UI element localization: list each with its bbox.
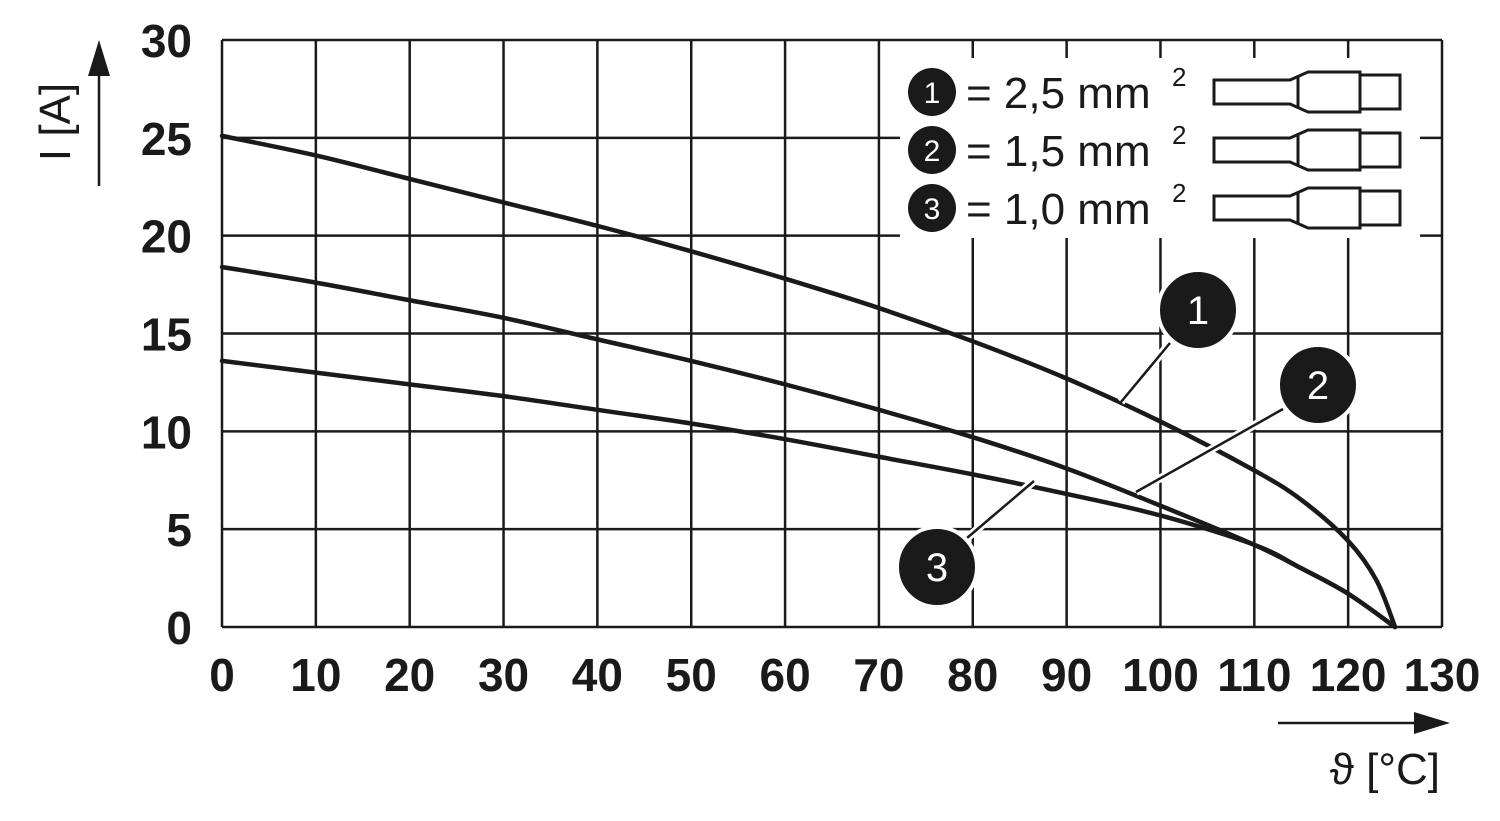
curve-callouts: 1 2 3 <box>895 268 1360 609</box>
callout-leader-line-3 <box>966 480 1035 539</box>
ferrule-icon <box>1212 128 1362 172</box>
x-tick-label: 40 <box>572 649 623 701</box>
legend-marker-1 <box>908 68 956 116</box>
legend-superscript: 2 <box>1172 120 1186 150</box>
curve-series-1 <box>219 133 1398 630</box>
x-tick-labels: 0 10 20 30 40 50 60 70 80 90 100 110 120 130 <box>209 649 1480 701</box>
legend-superscript: 2 <box>1172 178 1186 208</box>
callout-leader-line-1 <box>1120 342 1171 403</box>
legend-label-2: = 1,5 mm <box>966 127 1151 176</box>
x-tick-label: 130 <box>1404 649 1481 701</box>
y-tick-label: 5 <box>166 504 192 556</box>
curves <box>219 133 1398 630</box>
ferrule-icon <box>1212 186 1362 230</box>
y-tick-label: 25 <box>141 113 192 165</box>
callout-marker-label: 3 <box>926 546 948 590</box>
x-tick-label: 10 <box>290 649 341 701</box>
legend-label-1: = 2,5 mm <box>966 69 1151 118</box>
ferrule-tip <box>1358 131 1402 169</box>
ferrule-tip <box>1358 73 1402 111</box>
x-axis-label-group: ϑ [°C] <box>1278 712 1450 794</box>
legend-marker-3 <box>908 184 956 232</box>
legend-marker-label: 2 <box>924 135 941 168</box>
legend-marker-2 <box>908 126 956 174</box>
y-tick-label: 20 <box>141 211 192 263</box>
curve-series-3 <box>219 358 1398 630</box>
x-tick-label: 30 <box>478 649 529 701</box>
ferrule-icon <box>1212 70 1362 114</box>
x-tick-label: 20 <box>384 649 435 701</box>
callout-leader-line-2 <box>1135 407 1284 494</box>
y-tick-labels: 0 5 10 15 20 25 30 <box>141 15 192 654</box>
x-tick-label: 90 <box>1041 649 1092 701</box>
y-axis-arrow-head <box>88 40 110 76</box>
legend-superscript: 2 <box>1172 62 1186 92</box>
x-tick-label: 80 <box>947 649 998 701</box>
x-tick-label: 50 <box>666 649 717 701</box>
ferrule-tip <box>1358 189 1402 227</box>
y-tick-label: 10 <box>141 406 192 458</box>
x-tick-label: 70 <box>853 649 904 701</box>
legend-label-3: = 1,0 mm <box>966 185 1151 234</box>
legend: 1 = 2,5 mm 2 2 = 1,5 mm 2 3 = 1,0 mm 2 <box>900 58 1420 238</box>
x-tick-label: 120 <box>1310 649 1387 701</box>
x-axis-arrow-head <box>1414 712 1450 734</box>
callout-marker-3 <box>895 525 979 609</box>
callout-marker-1 <box>1156 268 1240 352</box>
y-tick-label: 15 <box>141 309 192 361</box>
y-tick-label: 30 <box>141 15 192 67</box>
legend-marker-label: 3 <box>924 193 941 226</box>
x-tick-label: 60 <box>759 649 810 701</box>
legend-marker-label: 1 <box>924 77 941 110</box>
y-tick-label: 0 <box>166 602 192 654</box>
y-axis-label-group: I [A] <box>31 40 110 186</box>
callout-marker-2 <box>1276 343 1360 427</box>
callout-marker-label: 2 <box>1307 364 1329 408</box>
x-tick-label: 100 <box>1122 649 1199 701</box>
x-tick-label: 0 <box>209 649 235 701</box>
x-axis-label: ϑ [°C] <box>1330 745 1440 794</box>
x-tick-label: 110 <box>1217 649 1291 701</box>
callout-marker-label: 1 <box>1187 289 1209 333</box>
y-axis-label: I [A] <box>31 83 80 161</box>
